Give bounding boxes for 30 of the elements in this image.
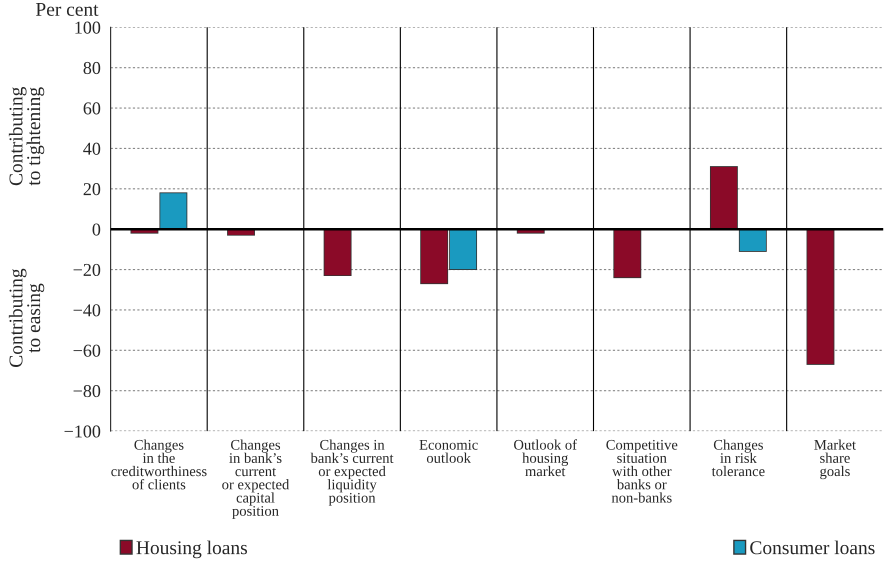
y-tick-label: 0 (92, 223, 100, 236)
y-tick-label: −60 (74, 344, 100, 357)
y-tick-label: −20 (74, 264, 100, 276)
x-tick-label: Changes in bank’s current or expected capital position (222, 439, 290, 519)
legend-label: Consumer loans (750, 540, 875, 554)
y-tick-label: 100 (75, 22, 100, 34)
y-tick-label: 80 (84, 62, 100, 74)
bar (738, 228, 767, 252)
x-tick-label: Changes in the creditworthiness of clients (111, 439, 207, 490)
legend-label: Housing loans (136, 540, 248, 558)
y-tick-label: −80 (74, 384, 100, 398)
y-tick-label: 20 (84, 183, 100, 196)
x-tick-label: Market share goals (814, 439, 856, 480)
x-tick-label: Changes in risk tolerance (712, 439, 765, 476)
y-tick-label: 60 (84, 102, 100, 114)
bar (710, 166, 738, 230)
bar (324, 228, 352, 276)
y-tick-label: 40 (83, 142, 100, 155)
y-axis-title: Per cent (36, 3, 98, 16)
x-tick-label: Competitive situation with other banks or non-banks (606, 440, 678, 503)
x-tick-label: Changes in bank’s current or expected liquidity position (310, 439, 394, 506)
text: Contributing to easing (8, 268, 44, 367)
x-tick-label: Outlook of housing market (514, 439, 578, 476)
x-tick-label: Economic outlook (419, 440, 478, 463)
bar (613, 228, 642, 278)
y-tick-label: −40 (74, 304, 100, 316)
bar (159, 192, 188, 230)
bar (806, 228, 834, 365)
y-tick-label: −100 (64, 425, 100, 438)
text: Contributing to tightening (8, 86, 44, 186)
